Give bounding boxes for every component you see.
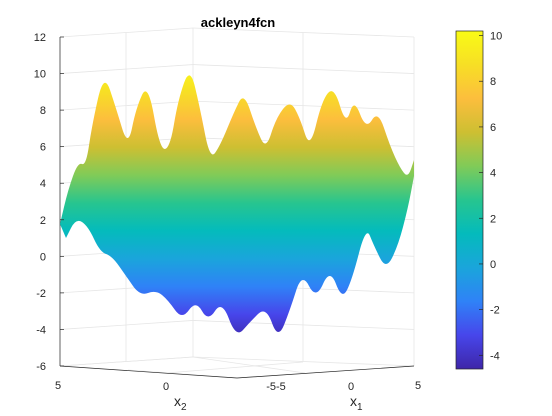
colorbar-tick-label: 6 bbox=[490, 122, 496, 134]
colorbar-tick-label: 10 bbox=[490, 31, 502, 43]
surface-mesh bbox=[60, 75, 414, 333]
surface-plot bbox=[60, 75, 414, 333]
x2-axis-line bbox=[59, 365, 238, 379]
colorbar-tick-label: -4 bbox=[490, 350, 500, 362]
floor-grid-line bbox=[192, 356, 306, 374]
z-grid-line bbox=[192, 27, 415, 38]
floor-grid-line bbox=[59, 356, 194, 367]
z-grid-line bbox=[59, 64, 194, 74]
z-grid-line bbox=[192, 320, 415, 330]
x2-tick-label: 0 bbox=[163, 381, 169, 393]
x1-tick-label: -5 bbox=[276, 381, 286, 393]
z-tick-label: 0 bbox=[40, 251, 46, 263]
z-tick-labels: -6 -4 -2 0 2 4 6 8 10 12 bbox=[34, 32, 64, 373]
colorbar-tick-label: 0 bbox=[490, 259, 496, 271]
z-grid-line bbox=[59, 27, 194, 38]
z-tick-label: 10 bbox=[34, 69, 46, 81]
z-grid-line bbox=[192, 356, 415, 367]
colorbar: -4 -2 0 2 4 6 8 10 bbox=[455, 30, 502, 370]
colorbar-tick-label: 4 bbox=[490, 168, 496, 180]
z-grid-line bbox=[59, 100, 194, 111]
colorbar-tick-label: -2 bbox=[490, 305, 500, 317]
z-tick-label: 12 bbox=[34, 32, 46, 44]
z-tick-label: -6 bbox=[36, 361, 46, 373]
colorbar-tick-label: 8 bbox=[490, 76, 496, 88]
colorbar-bar bbox=[455, 30, 484, 370]
x1-axis-label: x1 bbox=[350, 393, 363, 413]
x2-tick-label: -5 bbox=[266, 381, 276, 393]
z-grid-line bbox=[192, 64, 415, 74]
colorbar-ticks: -4 -2 0 2 4 6 8 10 bbox=[479, 31, 502, 362]
x1-tick-label: 5 bbox=[415, 380, 421, 392]
x2-axis-label: x2 bbox=[174, 393, 187, 413]
z-tick-label: 8 bbox=[40, 105, 46, 117]
x1-tick-label: 0 bbox=[348, 381, 354, 393]
z-tick-label: 6 bbox=[40, 142, 46, 154]
colorbar-tick-label: 2 bbox=[490, 213, 496, 225]
floor-grid-line bbox=[165, 361, 304, 374]
chart-title: ackleyn4fcn bbox=[201, 15, 275, 30]
z-tick-label: 4 bbox=[40, 178, 46, 190]
x2-tick-label: 5 bbox=[55, 380, 61, 392]
z-tick-label: 2 bbox=[40, 215, 46, 227]
z-grid-line bbox=[192, 100, 415, 111]
z-grid-line bbox=[59, 320, 194, 330]
x1-axis-line bbox=[236, 365, 415, 379]
z-tick-label: -2 bbox=[36, 288, 46, 300]
z-tick-label: -4 bbox=[36, 324, 46, 336]
